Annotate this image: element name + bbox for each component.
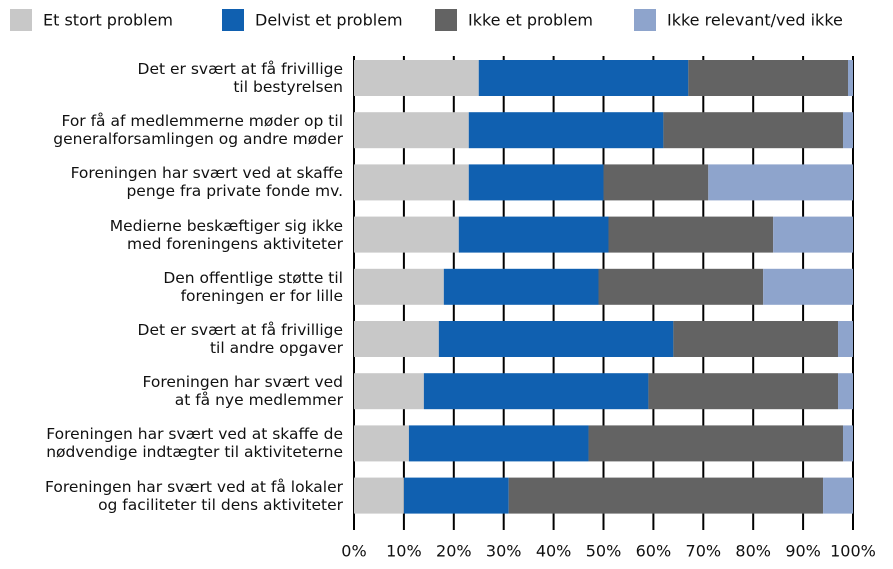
category-label: Foreningen har svært ved at skaffe penge… — [70, 164, 343, 201]
bar-segment — [708, 164, 853, 201]
bar-segment — [403, 477, 509, 514]
legend-swatch — [10, 9, 32, 31]
bar-segment — [408, 425, 589, 462]
bar-segment — [648, 373, 839, 410]
bar-segment — [468, 112, 664, 149]
category-label: Foreningen har svært ved at få nye medle… — [142, 373, 343, 410]
category-label: Foreningen har svært ved at skaffe de nø… — [46, 425, 343, 462]
x-tick-label: 10% — [386, 542, 422, 561]
bar-segment — [588, 425, 844, 462]
bar-segment — [843, 425, 853, 462]
x-tick-label: 90% — [785, 542, 821, 561]
legend-label: Et stort problem — [43, 11, 173, 30]
category-label: Foreningen har svært ved at få lokaler o… — [44, 477, 343, 514]
bar-segment — [508, 477, 824, 514]
bar-segment — [468, 164, 604, 201]
x-tick-label: 80% — [735, 542, 771, 561]
bar-segment — [673, 321, 839, 357]
bar-segment — [354, 425, 409, 462]
legend-label: Ikke et problem — [468, 11, 593, 30]
category-label: Det er svært at få frivillige til bestyr… — [137, 60, 343, 96]
bar-segment — [598, 268, 764, 305]
category-label: Det er svært at få frivillige til andre … — [137, 321, 343, 357]
bar-segment — [354, 216, 459, 253]
x-tick-label: 20% — [436, 542, 472, 561]
bar-segment — [478, 60, 689, 96]
legend-label: Delvist et problem — [255, 11, 403, 30]
bar-segment — [603, 164, 709, 201]
bar-segment — [458, 216, 609, 253]
bar-segment — [663, 112, 844, 149]
legend-swatch — [222, 9, 244, 31]
bar-segment — [354, 268, 444, 305]
bar-segment — [848, 60, 853, 96]
bar-segment — [354, 373, 424, 410]
category-label: For få af medlemmerne møder op til gener… — [53, 112, 343, 149]
bar-segment — [438, 321, 674, 357]
bar-segment — [423, 373, 649, 410]
legend-label: Ikke relevant/ved ikke — [667, 11, 843, 30]
bar-segment — [773, 216, 853, 253]
bar-segment — [443, 268, 599, 305]
x-tick-label: 50% — [586, 542, 622, 561]
x-tick-label: 40% — [536, 542, 572, 561]
bar-segment — [688, 60, 849, 96]
x-tick-label: 60% — [636, 542, 672, 561]
x-tick-label: 30% — [486, 542, 522, 561]
legend-swatch — [634, 9, 656, 31]
x-tick-label: 0% — [341, 542, 366, 561]
bar-segment — [354, 164, 469, 201]
x-tick-label: 100% — [830, 542, 876, 561]
bar-segment — [843, 112, 853, 149]
bar-segment — [354, 321, 439, 357]
bar-segment — [838, 373, 853, 410]
bar-segment — [354, 112, 469, 149]
x-tick-label: 70% — [686, 542, 722, 561]
bar-segment — [823, 477, 853, 514]
bar-segment — [763, 268, 853, 305]
bar-segment — [608, 216, 774, 253]
bar-segment — [354, 477, 404, 514]
bar-segment — [838, 321, 853, 357]
bar-segment — [354, 60, 479, 96]
category-label: Medierne beskæftiger sig ikke med foreni… — [109, 216, 343, 253]
legend-swatch — [435, 9, 457, 31]
category-label: Den offentlige støtte til foreningen er … — [163, 268, 343, 305]
